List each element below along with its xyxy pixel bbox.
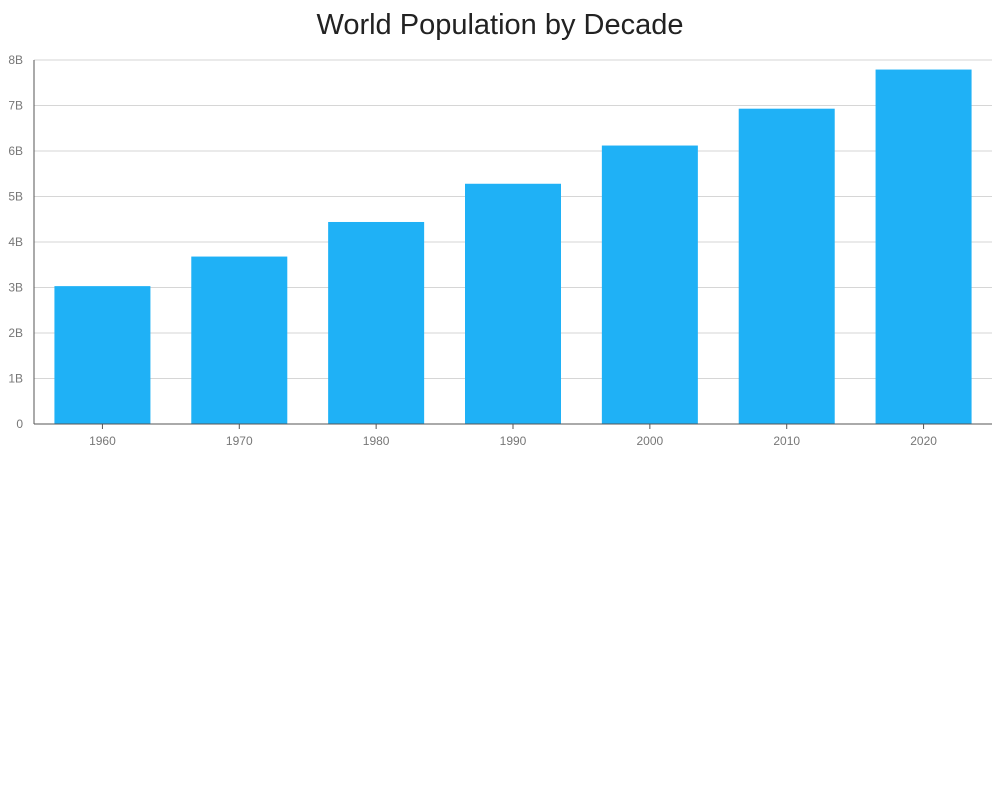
x-tick-label: 1960 [89,434,116,448]
bar-1970 [191,256,288,424]
bar-1980 [328,221,425,424]
y-tick-label: 1B [8,372,23,386]
bar-1990 [465,183,561,424]
x-tick-label: 1990 [500,434,527,448]
axes [33,60,992,429]
y-tick-label: 3B [8,281,23,295]
bar-2000 [601,145,698,425]
bar-2010 [738,108,835,424]
tick-labels: 0 1B 2B 3B 4B 5B 6B 7B 8B 1960 1970 1980 1990 2000 201… [8,53,937,448]
x-tick-label: 2000 [637,434,664,448]
x-tick-label: 1970 [226,434,253,448]
bar-1960 [54,286,151,424]
y-tick-label: 2B [8,326,23,340]
x-tick-label: 2010 [773,434,800,448]
y-tick-label: 8B [8,53,23,67]
bars [54,69,972,425]
y-tick-label: 4B [8,235,23,249]
y-tick-label: 6B [8,144,23,158]
x-tick-label: 2020 [910,434,937,448]
y-tick-label: 7B [8,99,23,113]
bar-2020 [875,69,972,425]
chart-title: World Population by Decade [316,9,684,41]
y-tick-label: 0 [16,417,23,431]
x-tick-label: 1980 [363,434,390,448]
y-tick-label: 5B [8,190,23,204]
